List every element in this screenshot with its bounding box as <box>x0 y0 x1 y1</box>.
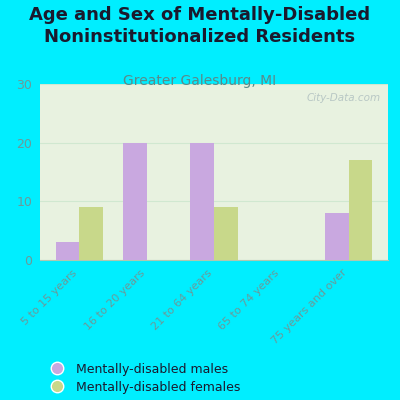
Legend: Mentally-disabled males, Mentally-disabled females: Mentally-disabled males, Mentally-disabl… <box>39 358 245 399</box>
Bar <box>123 143 147 260</box>
Bar <box>214 207 238 260</box>
Bar <box>325 213 349 260</box>
Bar <box>56 242 79 260</box>
Text: Greater Galesburg, MI: Greater Galesburg, MI <box>124 74 276 88</box>
Text: City-Data.com: City-Data.com <box>307 93 381 103</box>
Bar <box>349 160 372 260</box>
Bar <box>190 143 214 260</box>
Bar <box>79 207 103 260</box>
Text: Age and Sex of Mentally-Disabled
Noninstitutionalized Residents: Age and Sex of Mentally-Disabled Noninst… <box>30 6 370 46</box>
